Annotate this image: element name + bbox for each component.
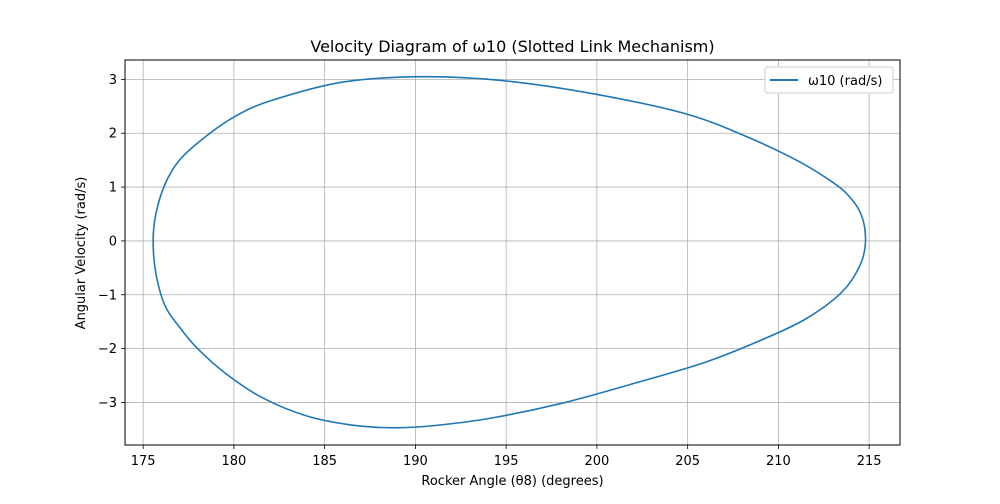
chart-title: Velocity Diagram of ω10 (Slotted Link Me… [310,37,714,56]
series-layer [152,75,867,429]
y-tick-label: 3 [109,73,117,88]
x-tick-label: 200 [584,454,609,469]
y-tick-label: −3 [98,396,117,411]
y-tick-label: 0 [109,234,117,249]
y-axis-label: Angular Velocity (rad/s) [74,177,89,330]
y-tick-label: −1 [98,288,117,303]
x-tick-label: 175 [131,454,156,469]
grid-layer [125,60,900,445]
legend-box [764,66,894,94]
x-tick-label: 180 [221,454,246,469]
x-axis-label: Rocker Angle (θ8) (degrees) [421,474,603,489]
x-tick-label: 215 [857,454,882,469]
series-line-omega10 [152,75,867,429]
legend: ω10 (rad/s) [764,66,894,94]
x-tick-label: 185 [312,454,337,469]
y-tick-label: 1 [109,181,117,196]
x-tick-label: 205 [675,454,700,469]
x-tick-label: 210 [766,454,791,469]
x-tick-label: 190 [403,454,428,469]
legend-label: ω10 (rad/s) [808,74,882,89]
x-axis-ticks: 175 180 185 190 195 200 205 210 215 [131,445,882,469]
y-tick-label: 2 [109,127,117,142]
y-tick-label: −2 [98,342,117,357]
x-tick-label: 195 [494,454,519,469]
plot-frame [124,59,901,446]
y-axis-ticks: −3 −2 −1 0 1 2 3 [98,73,125,411]
